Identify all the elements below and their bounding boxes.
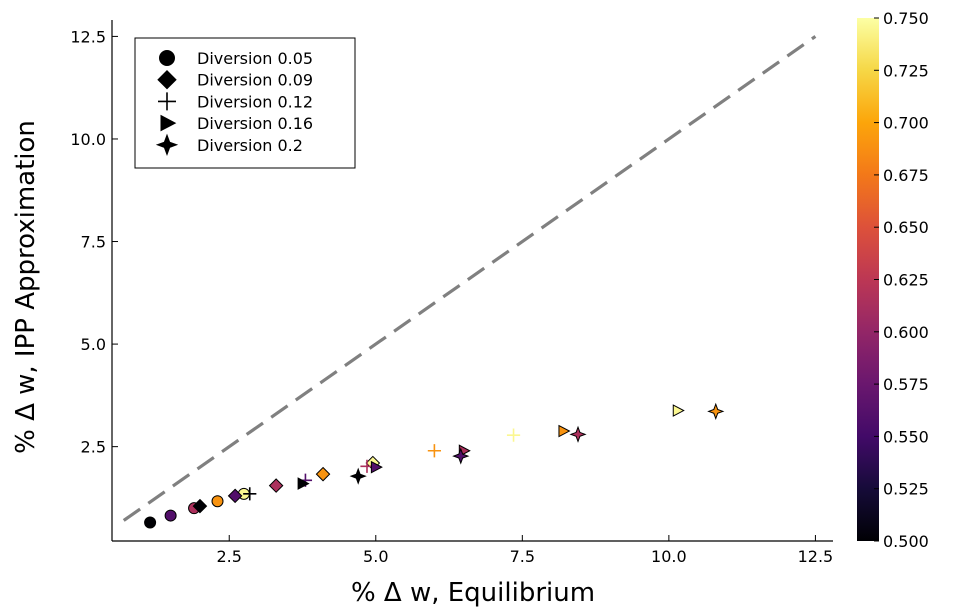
y-tick-label: 10.0 (70, 130, 106, 149)
x-tick-label: 2.5 (217, 547, 242, 566)
reference-line-45deg (122, 35, 817, 522)
legend-marker-1 (157, 69, 177, 90)
legend-marker-0 (159, 50, 175, 66)
data-point-s1-p3 (315, 466, 331, 482)
colorbar-tick-label: 0.525 (883, 480, 929, 499)
colorbar-tick-label: 0.700 (883, 114, 929, 133)
colorbar: 0.500 0.525 0.550 0.575 0.600 0.625 0.650 0.675… (857, 9, 929, 551)
colorbar-tick-label: 0.600 (883, 323, 929, 342)
data-point-s3-p0 (297, 477, 310, 490)
data-point-s1-p1 (227, 488, 243, 504)
legend-marker-4 (155, 133, 179, 156)
colorbar-tick-label: 0.725 (883, 61, 929, 80)
legend-label-3: Diversion 0.16 (197, 114, 313, 133)
y-tick-label: 12.5 (70, 27, 106, 46)
x-tick-label: 5.0 (363, 547, 388, 566)
legend-label-0: Diversion 0.05 (197, 49, 313, 68)
colorbar-tick-label: 0.750 (883, 9, 929, 28)
data-point-s2-p0 (243, 487, 257, 501)
data-point-s0-p0 (144, 516, 157, 529)
colorbar-tick-label: 0.625 (883, 271, 929, 290)
legend-marker-3 (160, 114, 177, 132)
data-point-s4-p1 (452, 447, 470, 465)
data-point-s3-p4 (672, 404, 685, 417)
data-point-s4-p3 (707, 402, 725, 420)
x-tick-label: 12.5 (798, 547, 834, 566)
y-tick-label: 5.0 (81, 335, 106, 354)
plot-area (122, 35, 817, 529)
data-point-s0-p3 (211, 495, 224, 508)
x-axis-label: % Δ w, Equilibrium (351, 578, 595, 608)
colorbar-tick-label: 0.675 (883, 166, 929, 185)
x-tick-label: 7.5 (510, 547, 535, 566)
x-tick-label: 10.0 (651, 547, 687, 566)
y-tick-label: 2.5 (81, 438, 106, 457)
data-point-s4-p0 (349, 467, 367, 485)
data-point-s2-p3 (427, 444, 441, 458)
colorbar-gradient (857, 18, 879, 541)
data-point-s4-p2 (569, 425, 587, 443)
y-axis-label: % Δ w, IPP Approximation (11, 120, 41, 454)
y-tick-label: 7.5 (81, 233, 106, 252)
data-point-s0-p1 (164, 509, 177, 522)
legend-marker-2 (158, 92, 176, 111)
colorbar-tick-label: 0.550 (883, 427, 929, 446)
legend-label-1: Diversion 0.09 (197, 71, 313, 90)
axes: 2.5 5.0 7.5 10.0 12.5 2.5 5.0 7.5 10.0 12.5 (70, 20, 833, 566)
legend-label-2: Diversion 0.12 (197, 92, 313, 111)
colorbar-tick-label: 0.500 (883, 532, 929, 551)
data-point-s1-p2 (268, 478, 284, 493)
legend-label-4: Diversion 0.2 (197, 136, 303, 155)
data-point-s3-p1 (370, 460, 383, 474)
legend: Diversion 0.05 Diversion 0.09 Diversion 0.… (134, 37, 356, 169)
data-point-s2-p4 (506, 428, 521, 442)
colorbar-tick-label: 0.650 (883, 218, 929, 237)
colorbar-tick-label: 0.575 (883, 375, 929, 394)
data-point-s3-p3 (558, 424, 571, 438)
data-point-s1-p0 (192, 498, 208, 514)
